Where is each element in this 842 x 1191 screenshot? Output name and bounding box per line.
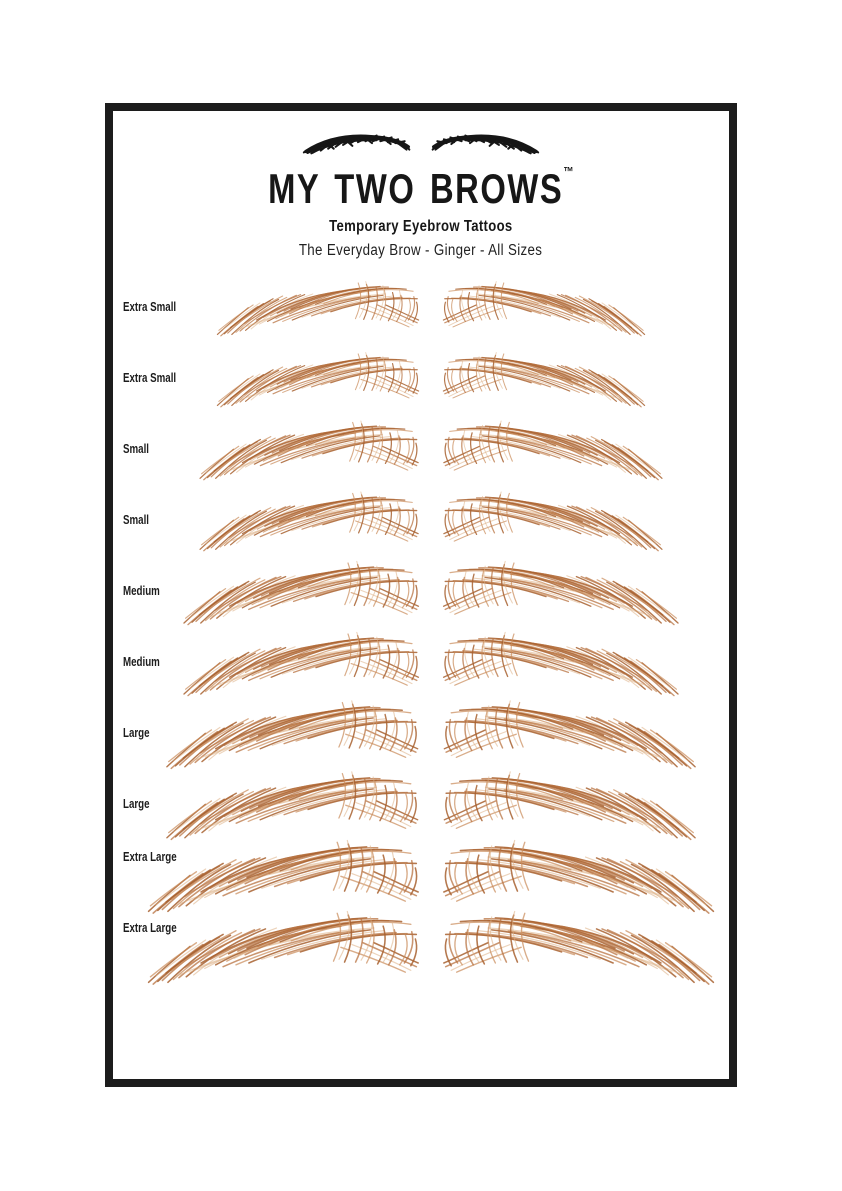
brow-size-rows: Extra Small Extra Small Small: [113, 271, 729, 985]
trademark-symbol: ™: [563, 164, 574, 179]
brow-row-small-2: Small: [113, 484, 729, 555]
brow-pair: [180, 555, 682, 627]
size-label: Extra Small: [123, 299, 177, 314]
brow-pair: [214, 276, 648, 338]
right-brow-tattoo: [442, 631, 679, 696]
left-brow-tattoo: [199, 491, 419, 552]
right-brow-tattoo: [442, 560, 679, 625]
brow-pair: [162, 694, 700, 771]
left-brow-tattoo: [183, 631, 420, 696]
right-brow-tattoo: [443, 771, 696, 841]
right-brow-tattoo: [442, 280, 646, 336]
brow-pair: [180, 626, 682, 698]
left-brow-tattoo: [216, 280, 420, 336]
brow-row-medium-2: Medium: [113, 626, 729, 697]
product-subtitle: Temporary Eyebrow Tattoos: [329, 218, 513, 236]
size-label: Extra Small: [123, 370, 177, 385]
left-brow-tattoo: [199, 420, 419, 481]
right-brow-tattoo: [442, 351, 646, 407]
brow-row-extra-small-1: Extra Small: [113, 271, 729, 342]
brow-row-extra-small-2: Extra Small: [113, 342, 729, 413]
brow-row-extra-large-2: Extra Large: [113, 910, 729, 985]
brow-pair: [196, 415, 666, 482]
size-label: Small: [123, 441, 150, 456]
brow-row-large-1: Large: [113, 694, 729, 771]
brow-row-large-2: Large: [113, 765, 729, 842]
logo-eyebrows-icon: [113, 125, 729, 163]
size-label: Large: [123, 725, 150, 740]
brow-row-medium-1: Medium: [113, 555, 729, 626]
size-label: Medium: [123, 583, 160, 598]
header: MY TWO BROWS™ Temporary Eyebrow Tattoos …: [113, 111, 729, 260]
left-brow-tattoo: [216, 351, 420, 407]
left-brow-tattoo: [147, 910, 419, 985]
size-label: Extra Large: [123, 921, 177, 936]
brow-row-extra-large-1: Extra Large: [113, 839, 729, 914]
tattoo-sheet-frame: MY TWO BROWS™ Temporary Eyebrow Tattoos …: [105, 103, 737, 1087]
size-label: Large: [123, 796, 150, 811]
right-brow-tattoo: [443, 910, 715, 985]
right-brow-tattoo: [443, 700, 696, 770]
logo-right-eyebrow-icon: [431, 134, 540, 155]
brow-row-small-1: Small: [113, 413, 729, 484]
product-tagline: The Everyday Brow - Ginger - All Sizes: [299, 242, 543, 260]
brand-title-text: MY TWO BROWS: [268, 165, 564, 212]
brow-pair: [162, 765, 700, 842]
size-label: Small: [123, 512, 150, 527]
logo-left-eyebrow-icon: [302, 134, 411, 155]
size-label: Medium: [123, 654, 160, 669]
brow-pair: [144, 904, 718, 987]
size-label: Extra Large: [123, 850, 177, 865]
left-brow-tattoo: [166, 700, 419, 770]
right-brow-tattoo: [443, 491, 663, 552]
brow-pair: [196, 486, 666, 553]
brand-title: MY TWO BROWS™: [113, 164, 729, 212]
right-brow-tattoo: [443, 420, 663, 481]
left-brow-tattoo: [166, 771, 419, 841]
brow-pair: [214, 347, 648, 409]
left-brow-tattoo: [183, 560, 420, 625]
